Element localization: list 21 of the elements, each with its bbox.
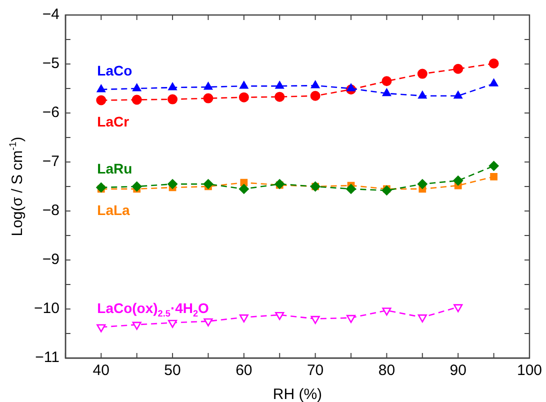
y-tick-label: −8 — [42, 202, 60, 220]
y-axis-title: Log(σ / S cm-1) — [8, 136, 26, 236]
y-tick-label: −10 — [34, 300, 60, 318]
y-tick-label: −9 — [42, 251, 60, 268]
y-tick-label: −4 — [42, 6, 60, 24]
series-label: LaLa — [97, 202, 130, 218]
y-tick-label: −7 — [42, 153, 60, 170]
y-tick-label: −5 — [42, 55, 60, 72]
x-axis-title: RH (%) — [272, 386, 322, 402]
x-tick-label: 50 — [164, 362, 181, 380]
x-tick-label: 90 — [450, 362, 466, 380]
series-label: LaCr — [97, 113, 130, 130]
x-tick-label: 70 — [306, 362, 324, 380]
x-tick-label: 80 — [378, 362, 396, 380]
y-tick-label: −11 — [35, 349, 60, 366]
x-tick-label: 60 — [236, 362, 252, 380]
series-label: LaRu — [97, 160, 132, 176]
y-tick-label: −6 — [42, 104, 60, 122]
x-tick-label: 100 — [516, 362, 542, 380]
x-tick-label: 40 — [92, 362, 110, 380]
series-label: LaCo — [97, 62, 132, 78]
